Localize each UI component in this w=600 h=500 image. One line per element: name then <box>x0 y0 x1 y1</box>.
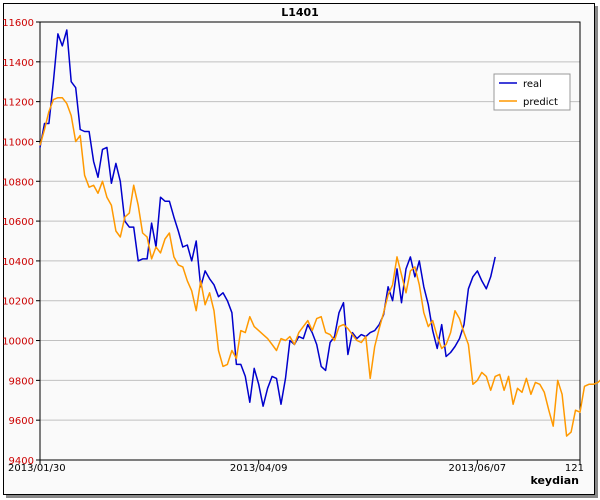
x-axis-ticks: 2013/01/30 2013/04/09 2013/06/07 121 <box>8 460 584 474</box>
x-axis-label: keydian <box>530 474 579 487</box>
chart-title: L1401 <box>281 6 319 19</box>
y-tick-label: 10000 <box>2 337 34 348</box>
y-tick-label: 10600 <box>2 217 34 228</box>
y-tick-label: 10800 <box>2 177 34 188</box>
y-tick-label: 11200 <box>2 98 34 109</box>
series-lines <box>39 29 600 437</box>
y-tick-label: 9800 <box>9 376 34 387</box>
y-tick-label: 11600 <box>2 18 34 29</box>
series-line-real <box>39 29 496 407</box>
legend-label-predict: predict <box>523 97 558 108</box>
y-tick-label: 10400 <box>2 257 34 268</box>
y-axis-ticks: 9400 9600 9800 10000 10200 10400 10600 10800 110… <box>2 18 40 467</box>
x-tick-label: 2013/06/07 <box>449 463 507 474</box>
legend: real predict <box>493 73 571 111</box>
legend-box <box>493 73 571 111</box>
y-tick-label: 9400 <box>9 456 34 467</box>
plot-area <box>39 21 581 461</box>
y-tick-label: 9600 <box>9 416 34 427</box>
x-tick-label: 2013/04/09 <box>230 463 288 474</box>
y-tick-label: 11000 <box>2 137 34 148</box>
gridlines <box>40 61 580 421</box>
y-tick-label: 10200 <box>2 297 34 308</box>
series-line-predict <box>39 96 600 437</box>
y-tick-label: 11400 <box>2 58 34 69</box>
x-tick-label: 121 <box>565 463 584 474</box>
x-tick-label: 2013/01/30 <box>8 463 66 474</box>
legend-label-real: real <box>523 79 542 90</box>
